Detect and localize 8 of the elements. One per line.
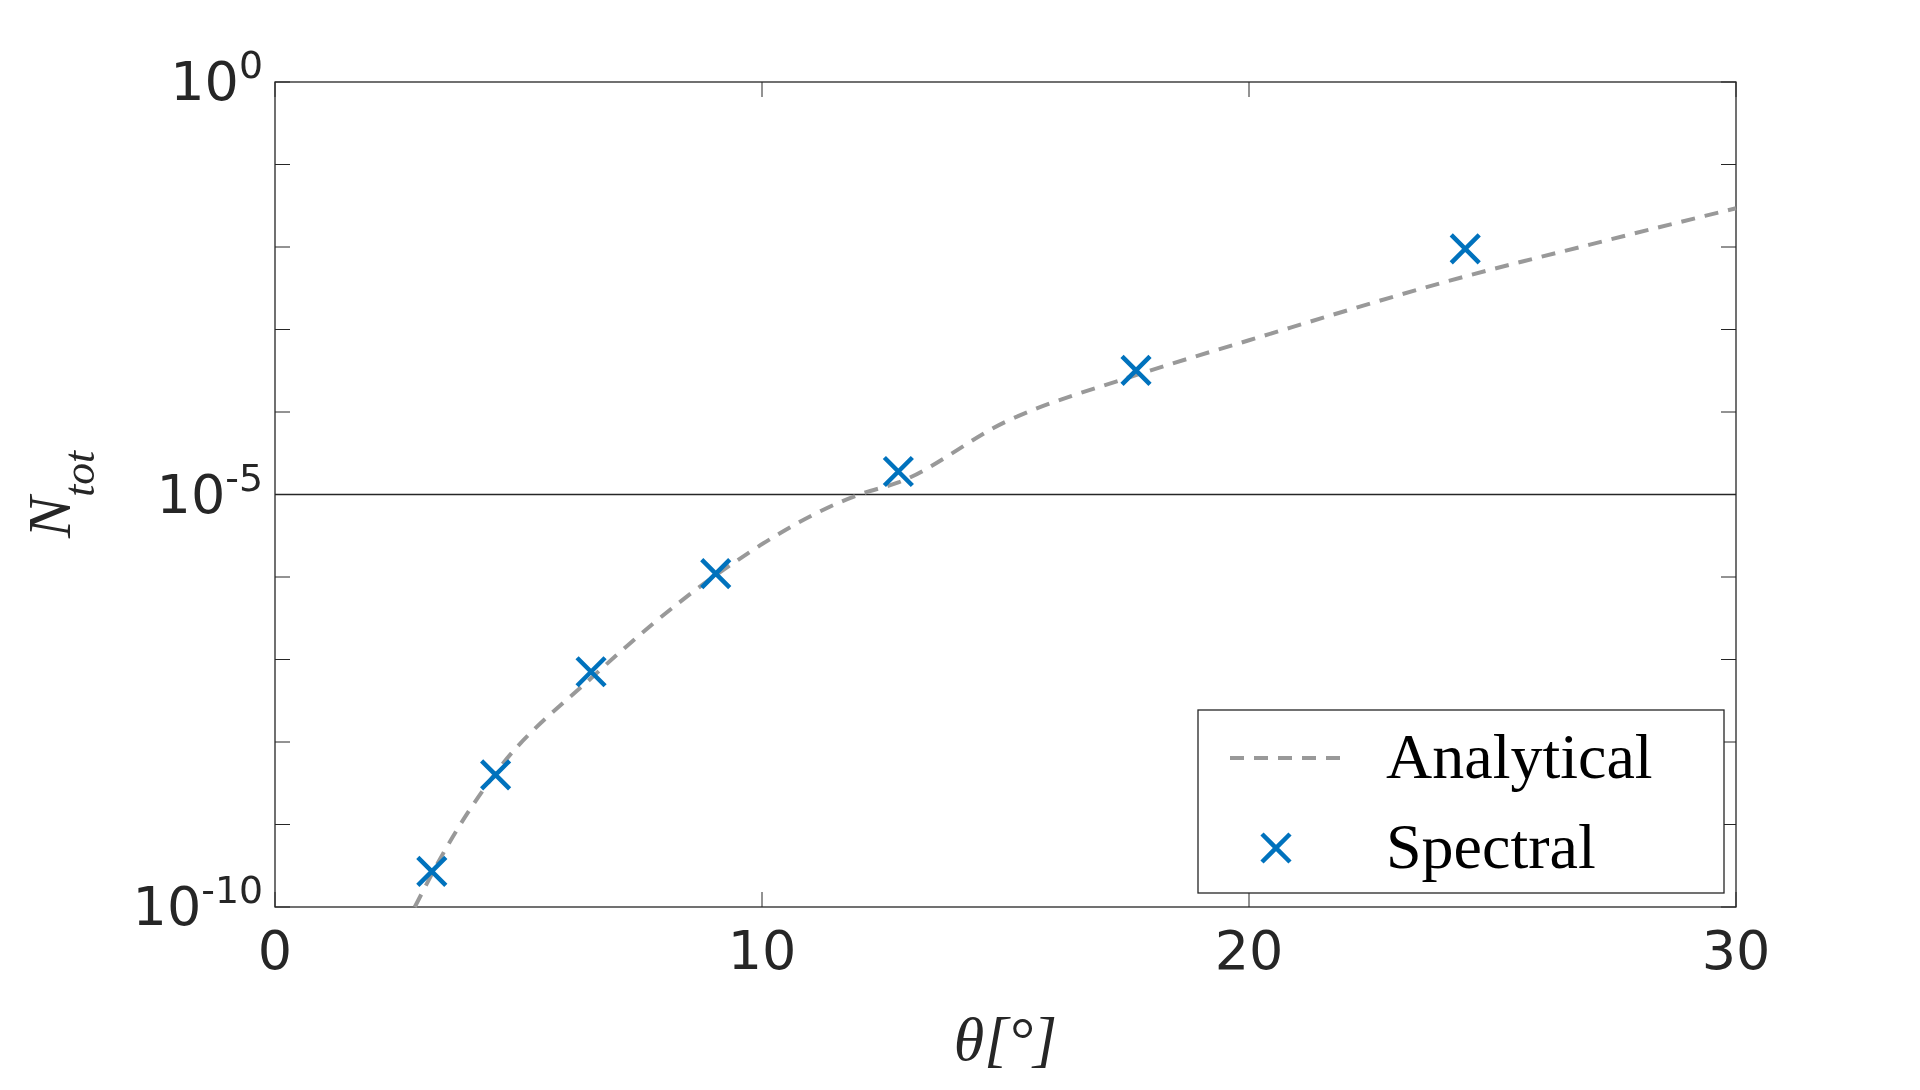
x-tick-label: 20 [1214,919,1284,982]
legend-label: Analytical [1386,721,1653,792]
x-tick-label: 10 [727,919,797,982]
legend-label: Spectral [1386,811,1596,882]
y-tick-label: 10$^{-5}$ [156,455,263,526]
x-axis-title: θ[°] [953,1005,1058,1073]
x-tick-label: 30 [1701,919,1771,982]
y-tick-label: 10$^{0}$ [170,43,263,113]
